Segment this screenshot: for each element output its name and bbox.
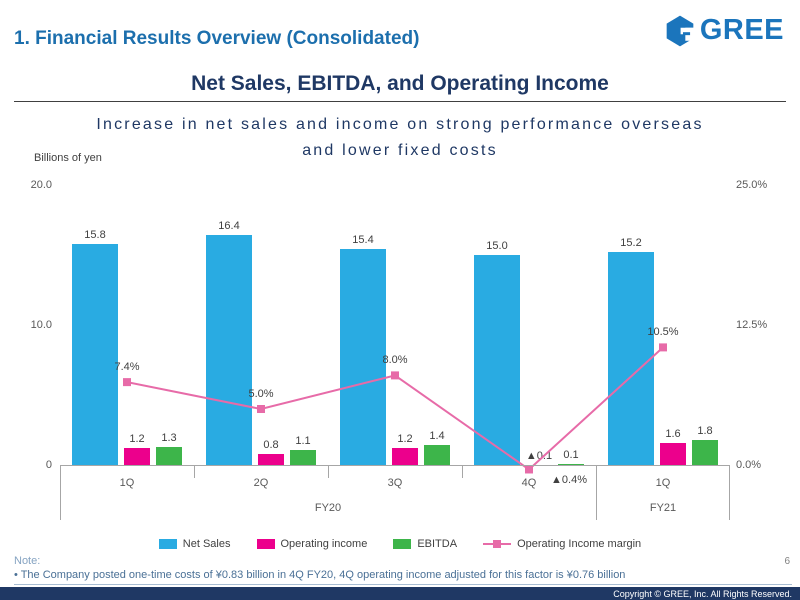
note-underline bbox=[14, 584, 792, 585]
bar-ebitda bbox=[156, 446, 182, 465]
line-marker bbox=[659, 343, 667, 352]
bar-value-label: 1.2 bbox=[397, 433, 413, 446]
bar-operating-income bbox=[392, 448, 418, 465]
chart-legend: Net Sales Operating income EBITDA Operating… bbox=[0, 538, 800, 550]
legend-label: Net Sales bbox=[182, 538, 231, 550]
margin-value-label: 7.4% bbox=[114, 361, 140, 374]
bar-net-sales bbox=[72, 243, 118, 465]
fiscal-year-tick bbox=[60, 466, 61, 520]
slide-header-title: 1. Financial Results Overview (Consolida… bbox=[14, 28, 420, 49]
bar-net-sales bbox=[206, 235, 252, 465]
bar-ebitda bbox=[692, 439, 718, 465]
bar-ebitda bbox=[558, 463, 584, 465]
page-number: 6 bbox=[784, 556, 790, 567]
line-marker bbox=[391, 371, 399, 380]
legend-item: Operating Income margin bbox=[483, 538, 641, 550]
bar-operating-income bbox=[124, 448, 150, 465]
chart-title: Net Sales, EBITDA, and Operating Income bbox=[191, 72, 609, 95]
legend-line-marker bbox=[493, 540, 502, 548]
margin-line-series bbox=[123, 343, 667, 474]
right-y-axis: 25.0% 12.5% 0.0% bbox=[734, 179, 790, 471]
legend-label: Operating Income margin bbox=[517, 538, 642, 550]
axis-tick-label: 0.0% bbox=[736, 459, 762, 471]
bar-net-sales bbox=[608, 252, 654, 465]
y-axis-unit-label: Billions of yen bbox=[34, 152, 102, 164]
fiscal-year-label: FY20 bbox=[314, 502, 342, 514]
axis-tick-label: 25.0% bbox=[736, 179, 768, 191]
category-tick bbox=[462, 466, 463, 478]
line-marker bbox=[257, 405, 265, 413]
subtitle-line2: and lower fixed costs bbox=[302, 142, 498, 159]
bar-ebitda bbox=[290, 449, 316, 465]
axis-tick-label: 12.5% bbox=[736, 319, 768, 331]
bar-value-label: 15.0 bbox=[486, 240, 508, 252]
legend-bar-swatch bbox=[256, 539, 275, 549]
bar-net-sales bbox=[340, 249, 386, 465]
title-divider bbox=[14, 101, 786, 102]
bar-value-label: 1.6 bbox=[665, 427, 681, 440]
line-marker bbox=[123, 378, 131, 387]
category-label: 1Q bbox=[655, 477, 671, 489]
margin-value-label: 8.0% bbox=[382, 354, 408, 367]
bar-value-label: 15.2 bbox=[620, 237, 642, 250]
fiscal-year-tick bbox=[729, 466, 730, 520]
axis-tick-label: 10.0 bbox=[30, 319, 52, 331]
footer-bar: Copyright © GREE, Inc. All Rights Reserv… bbox=[0, 587, 800, 600]
bar-value-label: 15.8 bbox=[84, 228, 106, 241]
copyright-text: Copyright © GREE, Inc. All Rights Reserv… bbox=[613, 588, 792, 599]
bar-net-sales bbox=[474, 255, 520, 465]
legend-label: EBITDA bbox=[417, 538, 458, 550]
subtitle-line1: Increase in net sales and income on stro… bbox=[96, 116, 704, 133]
category-label: 1Q bbox=[119, 477, 135, 489]
legend-bar-swatch bbox=[158, 539, 177, 549]
fiscal-year-tick bbox=[596, 466, 597, 520]
margin-value-label: 10.5% bbox=[647, 326, 679, 339]
bar-value-label: ▲0.1 bbox=[525, 450, 553, 462]
note-text: • The Company posted one-time costs of ¥… bbox=[14, 569, 626, 581]
bar-value-label: 0.1 bbox=[563, 448, 579, 461]
legend-bar-swatch bbox=[393, 539, 412, 549]
gree-hexagon-icon bbox=[666, 15, 695, 46]
margin-value-label: 5.0% bbox=[248, 388, 274, 400]
bar-value-label: 1.2 bbox=[129, 433, 145, 446]
axis-tick-label: 0 bbox=[45, 459, 52, 471]
line-marker bbox=[525, 465, 533, 474]
category-tick bbox=[194, 466, 195, 478]
bar-value-label: 1.4 bbox=[429, 430, 445, 443]
fiscal-year-label: FY21 bbox=[649, 502, 677, 514]
left-y-axis: 20.0 10.0 0 bbox=[0, 179, 56, 471]
bar-operating-income bbox=[258, 453, 284, 465]
bar-value-label: 0.8 bbox=[263, 438, 279, 451]
legend-item: Operating income bbox=[256, 538, 368, 550]
bar-ebitda bbox=[424, 445, 450, 465]
bar-value-label: 1.1 bbox=[295, 434, 311, 447]
gree-logo-text: GREE bbox=[699, 14, 784, 46]
legend-line-swatch bbox=[483, 539, 512, 549]
gree-logo: GREE bbox=[665, 14, 784, 47]
axis-tick-label: 20.0 bbox=[30, 179, 52, 191]
category-axis: 1Q 2Q 3Q 4Q 1Q FY20 FY21 bbox=[60, 465, 730, 524]
chart-subtitle: Increase in net sales and income on stro… bbox=[0, 112, 800, 164]
category-label: 2Q bbox=[253, 477, 269, 489]
bar-value-label: 1.3 bbox=[161, 431, 177, 444]
plot-area: 15.8 16.4 15.4 15.0 15.2 1.2 0.8 1.2 ▲0.1 1.6 1.3 1… bbox=[60, 185, 730, 486]
note-label: Note: bbox=[14, 555, 41, 567]
bar-value-label: 16.4 bbox=[218, 220, 240, 233]
category-label: 4Q bbox=[521, 477, 537, 489]
legend-label: Operating income bbox=[280, 538, 368, 550]
margin-value-label: ▲0.4% bbox=[551, 474, 587, 487]
category-tick bbox=[328, 466, 329, 478]
bar-value-label: 1.8 bbox=[697, 424, 713, 437]
bar-operating-income bbox=[660, 442, 686, 465]
category-label: 3Q bbox=[387, 477, 403, 489]
bar-value-label: 15.4 bbox=[352, 234, 374, 247]
legend-item: Net Sales bbox=[158, 538, 231, 550]
legend-item: EBITDA bbox=[393, 538, 457, 550]
